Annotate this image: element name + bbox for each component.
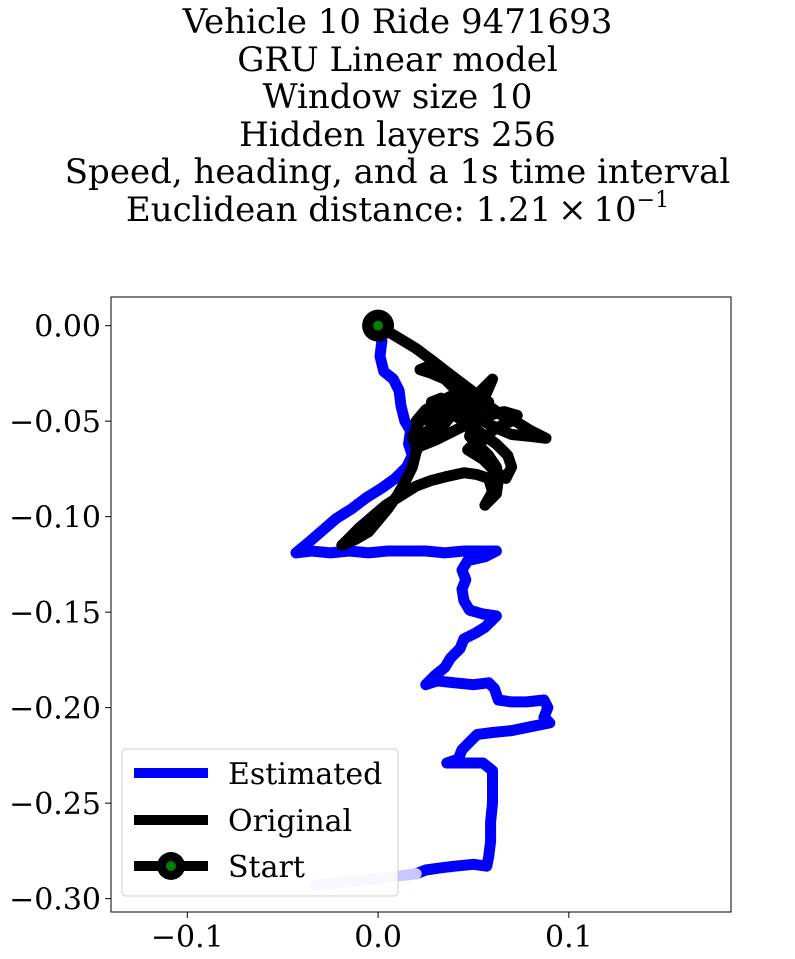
legend-original-label: Original bbox=[228, 804, 352, 839]
title-line-4: Hidden layers 256 bbox=[239, 114, 556, 155]
legend-box bbox=[121, 748, 399, 897]
chart-title: Vehicle 10 Ride 9471693 GRU Linear model… bbox=[0, 2, 795, 230]
legend: Estimated Original Start bbox=[121, 748, 399, 897]
plot-frame bbox=[110, 296, 732, 913]
series-estimated-line bbox=[290, 320, 556, 880]
legend-start-marker-center bbox=[166, 861, 176, 871]
legend-item-start: Start bbox=[134, 850, 305, 885]
y-tick-label: −0.15 bbox=[9, 596, 101, 631]
legend-item-estimated: Estimated bbox=[134, 757, 382, 792]
title-metric-exponent: −1 bbox=[636, 187, 670, 213]
title-line-3: Window size 10 bbox=[262, 77, 533, 118]
series-original-line bbox=[336, 320, 552, 551]
x-tick-label: 0.1 bbox=[545, 920, 593, 955]
y-tick-label: 0.00 bbox=[34, 310, 101, 345]
x-tick-label: 0.0 bbox=[354, 920, 402, 955]
legend-estimated-label: Estimated bbox=[228, 757, 382, 792]
title-line-1: Vehicle 10 Ride 9471693 bbox=[182, 2, 613, 42]
title-metric-text: Euclidean distance: 1.21 × 10 bbox=[125, 189, 637, 230]
axes: −0.1 0.0 0.1 0.00 −0.05 −0.10 −0.15 −0.20 −0.25 −… bbox=[9, 310, 593, 955]
y-tick-label: −0.20 bbox=[9, 692, 101, 727]
start-marker-center bbox=[373, 320, 384, 331]
y-tick-label: −0.30 bbox=[9, 883, 101, 918]
title-line-2: GRU Linear model bbox=[237, 39, 558, 80]
title-line-metric: Euclidean distance: 1.21 × 10−1 bbox=[0, 189, 795, 230]
y-tick-label: −0.25 bbox=[9, 787, 101, 822]
y-tick-label: −0.10 bbox=[9, 501, 101, 536]
x-tick-label: −0.1 bbox=[151, 920, 224, 955]
title-line-5: Speed, heading, and a 1s time interval bbox=[64, 152, 731, 193]
y-tick-label: −0.05 bbox=[9, 405, 101, 440]
legend-item-original: Original bbox=[134, 804, 352, 839]
legend-start-label: Start bbox=[228, 850, 305, 885]
